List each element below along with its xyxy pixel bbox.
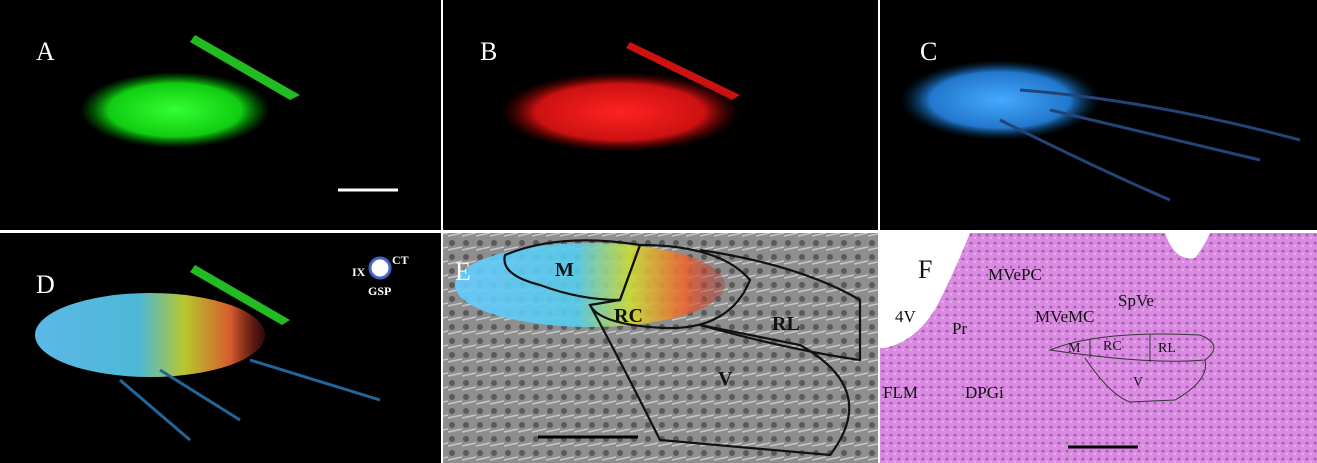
region-label: 4V <box>895 307 917 326</box>
panel-label: F <box>918 255 932 284</box>
region-label: M <box>1068 341 1081 356</box>
region-label: RL <box>1158 341 1176 356</box>
panel-label: A <box>36 37 55 66</box>
label-area <box>900 60 1100 140</box>
region-label: SpVe <box>1118 291 1154 310</box>
label-area <box>500 72 740 152</box>
panel-label: D <box>36 270 55 299</box>
label-area <box>35 293 265 377</box>
region-label: MVePC <box>988 265 1042 284</box>
region-label: M <box>555 259 574 281</box>
panel-label: B <box>480 37 497 66</box>
legend-label: GSP <box>368 284 391 298</box>
label-area <box>80 72 270 148</box>
label-area <box>455 243 725 327</box>
region-label: MVeMC <box>1035 307 1095 326</box>
region-label: V <box>718 368 733 390</box>
page: A B C IX CT GSP D E M RC RL V F MVePC Sp… <box>0 0 1317 463</box>
legend-label: IX <box>352 265 366 279</box>
legend-label: CT <box>392 253 409 267</box>
region-label: Pr <box>952 319 967 338</box>
region-label: RL <box>772 313 800 335</box>
panel-label: C <box>920 37 937 66</box>
region-label: RC <box>614 305 643 327</box>
region-label: FLM <box>883 383 918 402</box>
region-label: DPGi <box>965 383 1004 402</box>
figure: A B C IX CT GSP D E M RC RL V F MVePC Sp… <box>0 0 1317 463</box>
legend-icon <box>370 258 390 278</box>
panel-label: E <box>455 257 471 286</box>
region-label: V <box>1133 375 1143 390</box>
region-label: RC <box>1103 339 1122 354</box>
